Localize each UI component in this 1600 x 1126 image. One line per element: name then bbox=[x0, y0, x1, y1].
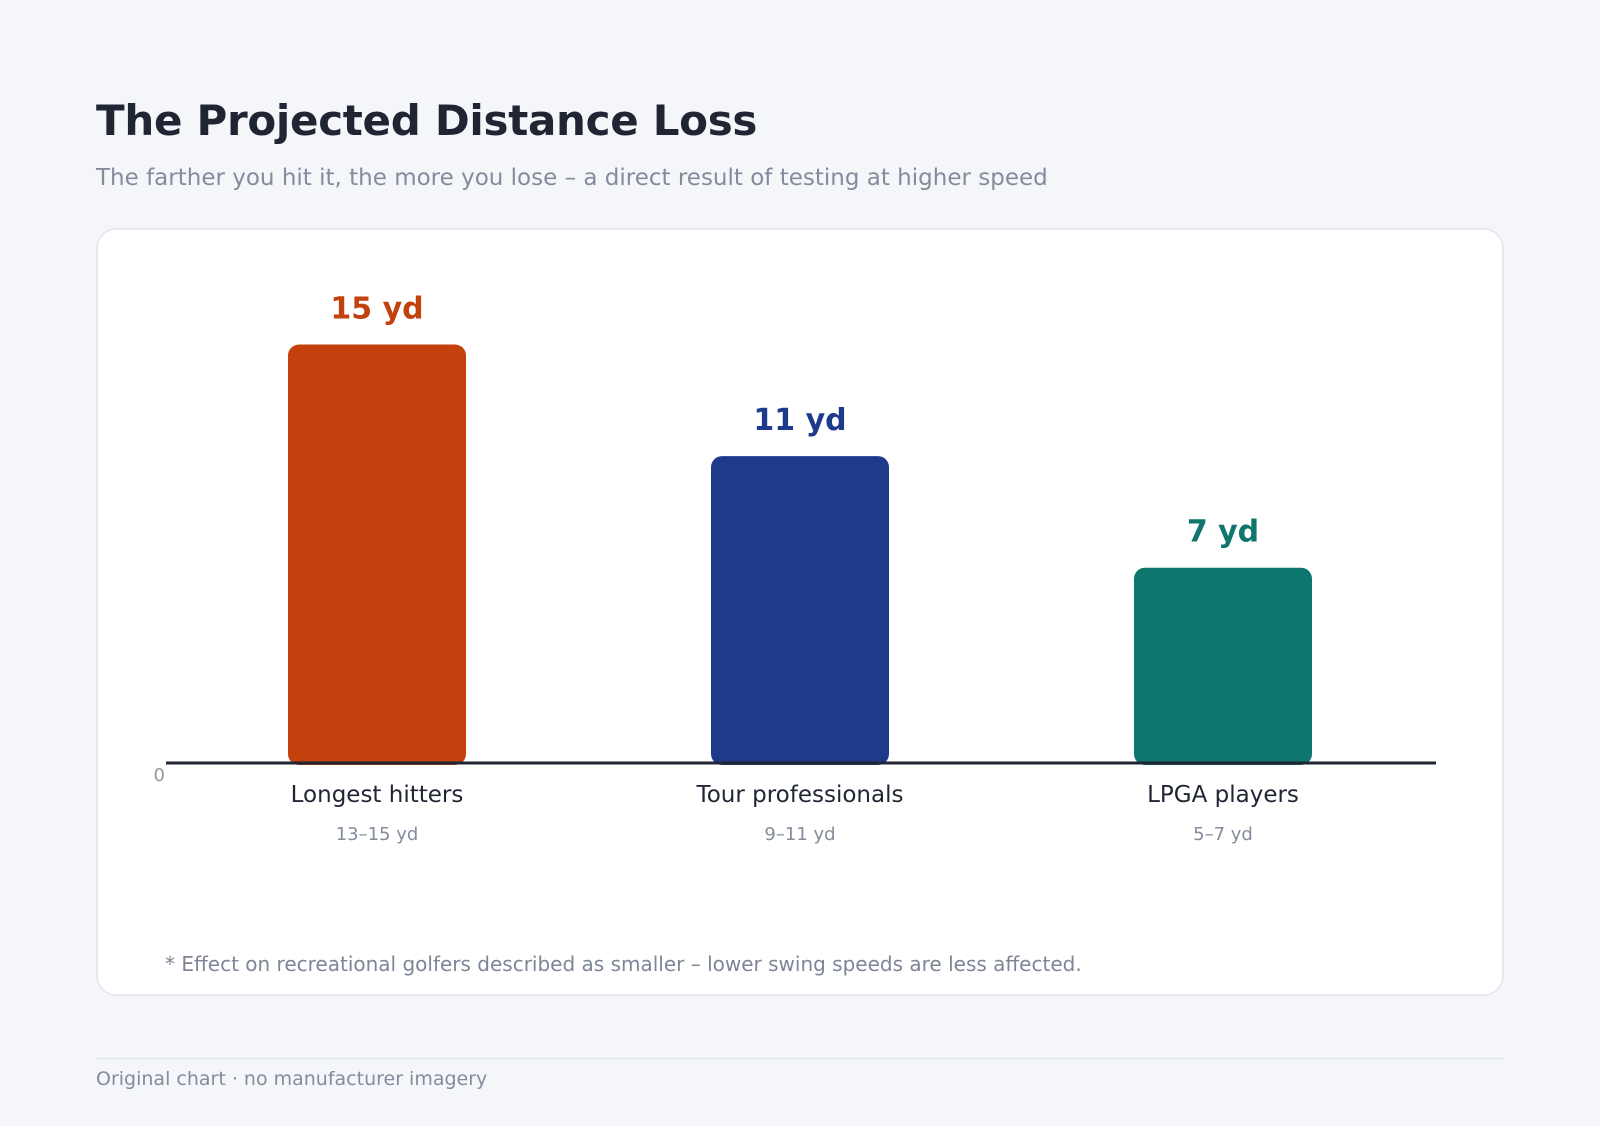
range-label: 5–7 yd bbox=[1193, 824, 1253, 845]
data-label: 7 yd bbox=[1187, 515, 1259, 550]
range-label: 9–11 yd bbox=[764, 824, 835, 845]
data-label: 15 yd bbox=[330, 292, 423, 327]
footer-text: Original chart · no manufacturer imagery bbox=[96, 1068, 488, 1090]
category-label: Tour professionals bbox=[696, 782, 904, 808]
range-label: 13–15 yd bbox=[336, 824, 419, 845]
footnote: * Effect on recreational golfers describ… bbox=[165, 952, 1082, 976]
data-label: 11 yd bbox=[753, 403, 846, 438]
footer-divider bbox=[96, 1058, 1504, 1059]
y-tick-label: 0 bbox=[154, 765, 165, 786]
page-subtitle: The farther you hit it, the more you los… bbox=[96, 165, 1048, 191]
bar bbox=[1134, 567, 1312, 765]
category-label: Longest hitters bbox=[291, 782, 464, 808]
bar bbox=[711, 456, 889, 765]
page-title: The Projected Distance Loss bbox=[96, 96, 758, 145]
category-label: LPGA players bbox=[1147, 782, 1299, 808]
bar bbox=[288, 344, 466, 765]
